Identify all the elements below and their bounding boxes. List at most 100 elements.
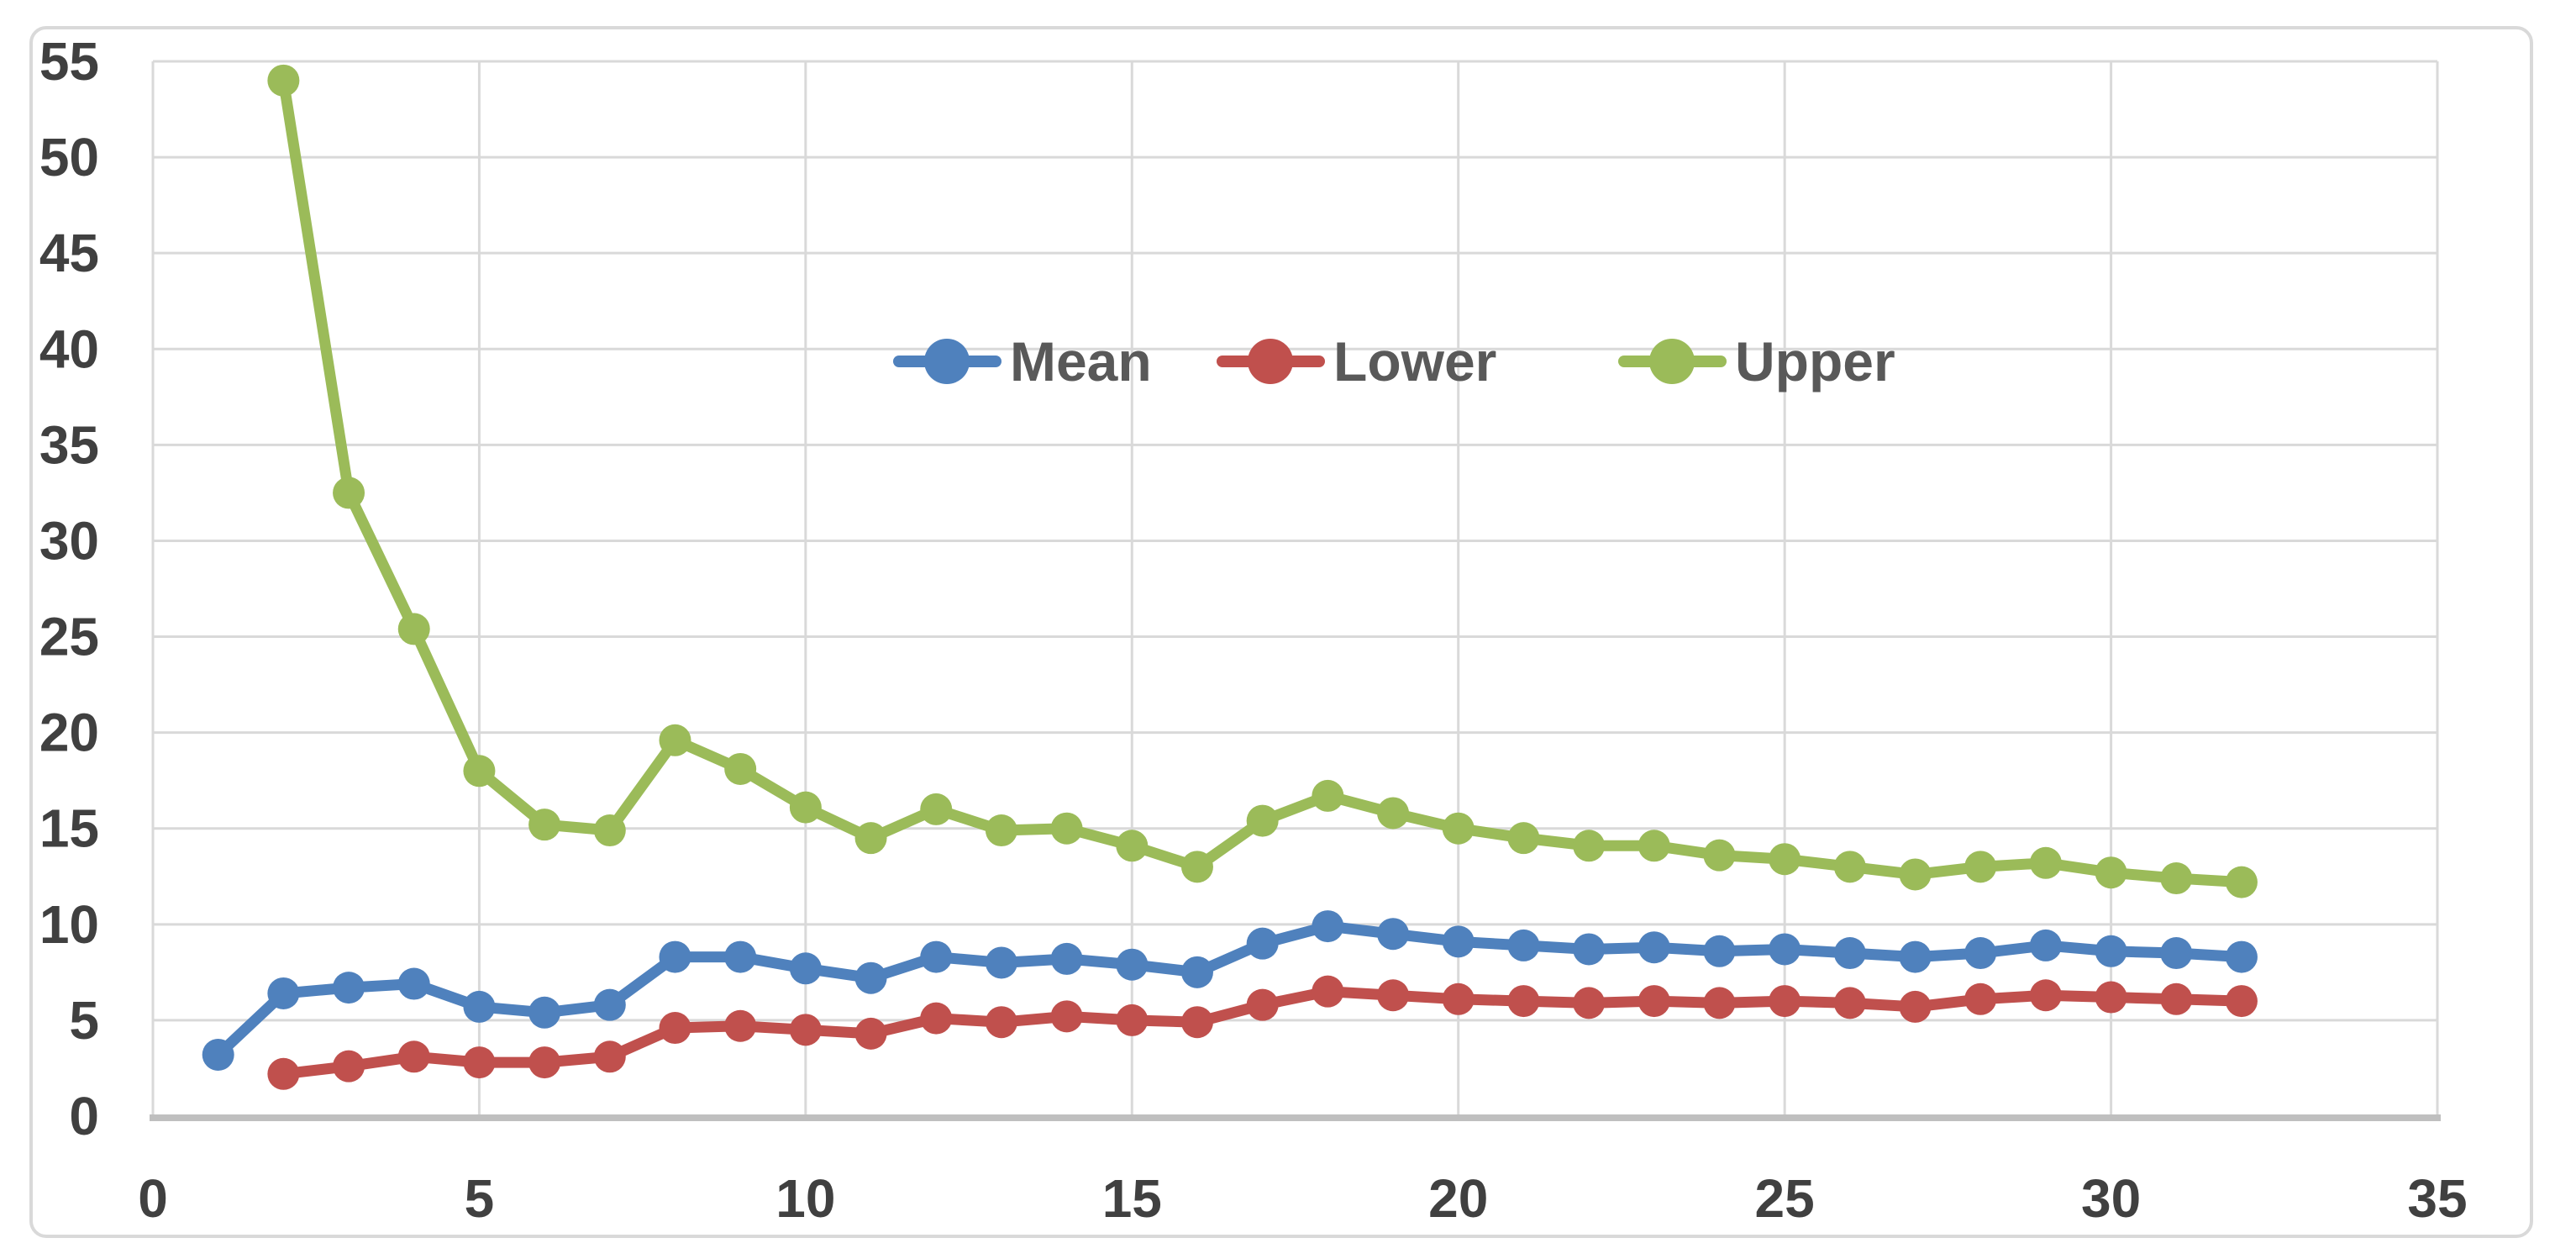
y-tick-label-25: 25 (39, 607, 99, 667)
data-point-mean-x9 (724, 940, 757, 973)
data-point-mean-x3 (333, 972, 365, 1004)
data-point-upper-x29 (2029, 846, 2062, 879)
y-tick-label-20: 20 (39, 703, 99, 763)
data-point-mean-x23 (1638, 931, 1670, 964)
data-point-lower-x5 (463, 1046, 496, 1079)
y-tick-label-45: 45 (39, 223, 99, 283)
x-tick-label-15: 15 (1102, 1168, 1162, 1229)
data-point-mean-x31 (2160, 937, 2193, 970)
y-tick-label-40: 40 (39, 319, 99, 379)
x-tick-label-20: 20 (1428, 1168, 1488, 1229)
data-point-lower-x21 (1507, 985, 1540, 1018)
data-point-upper-x30 (2095, 856, 2127, 889)
data-point-lower-x30 (2095, 981, 2127, 1014)
legend-item-mean: Mean (893, 330, 1152, 392)
data-point-lower-x16 (1180, 1006, 1213, 1039)
data-point-upper-x3 (333, 477, 365, 509)
data-point-lower-x4 (397, 1040, 430, 1073)
data-point-mean-x2 (267, 977, 300, 1009)
data-point-mean-x15 (1116, 948, 1149, 981)
data-point-mean-x5 (463, 990, 496, 1023)
data-point-upper-x23 (1638, 830, 1670, 862)
data-point-mean-x18 (1312, 910, 1344, 943)
data-point-mean-x8 (659, 940, 691, 973)
data-point-lower-x11 (854, 1017, 887, 1050)
chart-border (29, 26, 2533, 1238)
data-point-lower-x19 (1377, 979, 1410, 1012)
data-point-lower-x28 (1964, 982, 1997, 1015)
series-line-upper (277, 75, 2247, 888)
data-point-mean-x26 (1833, 937, 1866, 970)
data-point-lower-x14 (1050, 1000, 1083, 1033)
data-point-upper-x31 (2160, 862, 2193, 895)
data-point-upper-x32 (2225, 866, 2258, 898)
data-point-upper-x10 (789, 791, 822, 824)
y-tick-label-10: 10 (39, 894, 99, 955)
legend: Mean Lower Upper (893, 330, 1895, 392)
data-point-lower-x3 (333, 1050, 365, 1083)
data-point-mean-x17 (1246, 927, 1279, 960)
data-point-upper-x25 (1769, 843, 1801, 876)
series-upper (267, 64, 2258, 898)
data-point-lower-x29 (2029, 979, 2062, 1012)
data-point-lower-x25 (1769, 985, 1801, 1018)
data-point-mean-x32 (2225, 940, 2258, 973)
data-point-mean-x11 (854, 961, 887, 994)
series-line-mean (213, 920, 2247, 1061)
data-point-mean-x19 (1377, 918, 1410, 951)
data-point-upper-x19 (1377, 797, 1410, 830)
y-tick-label-0: 0 (69, 1086, 99, 1146)
data-point-mean-x13 (985, 946, 1017, 979)
data-point-upper-x14 (1050, 812, 1083, 845)
data-point-lower-x7 (593, 1040, 626, 1073)
data-point-lower-x32 (2225, 985, 2258, 1018)
data-point-upper-x13 (985, 814, 1017, 847)
data-point-upper-x28 (1964, 851, 1997, 883)
data-point-upper-x22 (1573, 830, 1606, 862)
gridlines (151, 60, 2439, 1116)
data-point-mean-x20 (1442, 925, 1475, 958)
data-point-lower-x31 (2160, 982, 2193, 1015)
data-point-mean-x24 (1703, 935, 1736, 967)
y-tick-label-5: 5 (69, 990, 99, 1051)
legend-circle-marker-upper (1649, 339, 1695, 384)
data-point-upper-x11 (854, 822, 887, 855)
data-point-upper-x9 (724, 752, 757, 785)
data-point-mean-x28 (1964, 937, 1997, 970)
data-point-lower-x24 (1703, 987, 1736, 1019)
data-point-upper-x16 (1180, 851, 1213, 883)
data-point-lower-x10 (789, 1014, 822, 1046)
legend-circle-marker-mean (924, 339, 970, 384)
data-point-lower-x9 (724, 1009, 757, 1042)
data-point-mean-x29 (2029, 929, 2062, 961)
data-point-lower-x20 (1442, 982, 1475, 1015)
data-point-mean-x4 (397, 967, 430, 1000)
data-point-upper-x20 (1442, 812, 1475, 845)
data-point-upper-x7 (593, 814, 626, 847)
y-tick-label-35: 35 (39, 414, 99, 475)
data-point-lower-x23 (1638, 985, 1670, 1018)
data-series (202, 64, 2258, 1090)
x-tick-label-0: 0 (138, 1168, 168, 1229)
legend-label-upper: Upper (1735, 330, 1895, 392)
data-point-lower-x8 (659, 1012, 691, 1045)
data-point-lower-x17 (1246, 988, 1279, 1021)
legend-item-upper: Upper (1618, 330, 1895, 392)
data-point-mean-x30 (2095, 935, 2127, 967)
data-point-upper-x21 (1507, 822, 1540, 855)
legend-label-mean: Mean (1010, 330, 1152, 392)
y-tick-label-30: 30 (39, 510, 99, 571)
data-point-upper-x18 (1312, 779, 1344, 812)
x-tick-label-35: 35 (2407, 1168, 2467, 1229)
data-point-upper-x17 (1246, 804, 1279, 837)
data-point-upper-x24 (1703, 839, 1736, 872)
data-point-mean-x6 (528, 996, 561, 1029)
data-point-lower-x12 (920, 1002, 953, 1035)
data-point-mean-x7 (593, 988, 626, 1021)
x-tick-label-30: 30 (2081, 1168, 2141, 1229)
data-point-upper-x26 (1833, 851, 1866, 883)
data-point-lower-x27 (1899, 990, 1932, 1023)
data-point-mean-x10 (789, 952, 822, 985)
x-tick-label-25: 25 (1755, 1168, 1815, 1229)
